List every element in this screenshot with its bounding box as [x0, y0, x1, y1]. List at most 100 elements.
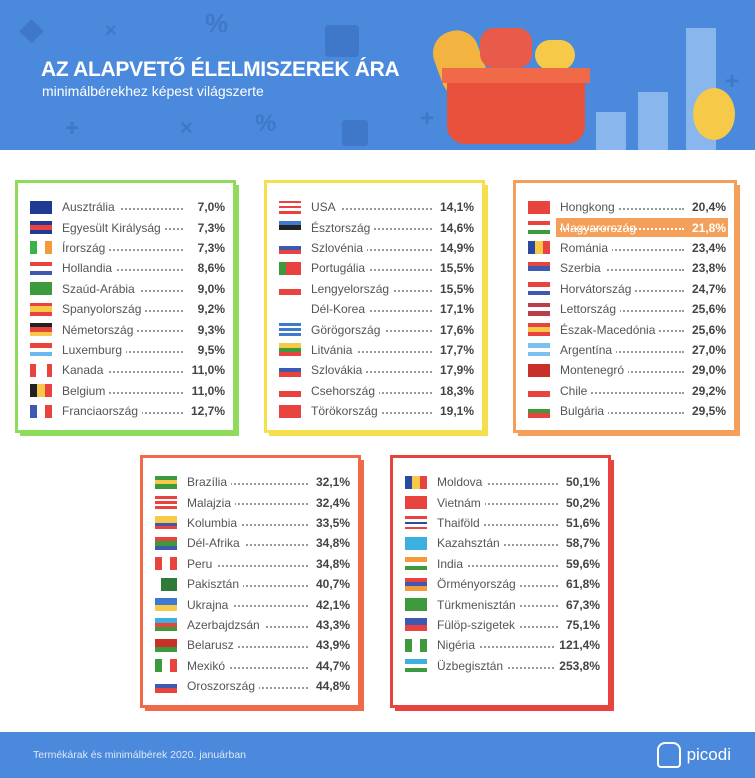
country-name: Brazília — [187, 475, 232, 490]
flag-icon — [279, 200, 301, 214]
dot-leader — [187, 483, 308, 485]
dot-leader — [187, 544, 308, 547]
country-name: Franciaország — [62, 404, 143, 419]
flag-icon — [405, 618, 427, 632]
dot-leader — [311, 248, 432, 251]
footer-note: Termékárak és minimálbérek 2020. januárb… — [33, 749, 247, 761]
flag-icon — [30, 404, 52, 418]
percentage-value: 27,0% — [688, 342, 726, 357]
country-row: Kolumbia 33,5% — [143, 513, 358, 533]
percentage-value: 32,1% — [312, 475, 350, 490]
percentage-value: 61,8% — [562, 577, 600, 592]
country-row: Thaiföld 51,6% — [393, 513, 608, 533]
country-row: Chile 29,2% — [516, 381, 734, 401]
percentage-value: 253,8% — [556, 658, 600, 673]
percentage-value: 75,1% — [562, 617, 600, 632]
country-row: Dél-Afrika 34,8% — [143, 533, 358, 553]
country-name: USA — [311, 200, 340, 215]
percentage-value: 24,7% — [688, 281, 726, 296]
flag-icon — [279, 221, 301, 235]
percentage-value: 42,1% — [312, 597, 350, 612]
country-row: Hongkong 20,4% — [516, 197, 734, 217]
percentage-value: 59,6% — [562, 556, 600, 571]
country-name: Örményország — [437, 577, 520, 592]
country-name: Észtország — [311, 220, 375, 235]
country-row: Üzbegisztán 253,8% — [393, 656, 608, 676]
country-row: USA 14,1% — [267, 197, 482, 217]
percentage-value: 23,8% — [688, 261, 726, 276]
percentage-value: 51,6% — [562, 515, 600, 530]
country-row: Románia 23,4% — [516, 238, 734, 258]
country-name: Azerbajdzsán — [187, 617, 264, 632]
country-row: Franciaország 12,7% — [18, 401, 233, 421]
percentage-value: 58,7% — [562, 536, 600, 551]
country-group-1: Ausztrália 7,0% Egyesült Királyság 7,3% Íror… — [15, 180, 236, 433]
country-name: Mexikó — [187, 658, 230, 673]
flag-icon — [528, 261, 550, 275]
flag-icon — [30, 343, 52, 357]
flag-icon — [30, 384, 52, 398]
dot-leader — [560, 208, 684, 210]
country-name: Bulgária — [560, 404, 609, 419]
country-name: Észak-Macedónia — [560, 322, 660, 337]
percentage-value: 33,5% — [312, 515, 350, 530]
flag-icon — [528, 343, 550, 357]
flag-icon — [30, 282, 52, 296]
country-row: Spanyolország 9,2% — [18, 299, 233, 319]
percentage-value: 44,8% — [312, 679, 350, 694]
country-row: Moldova 50,1% — [393, 472, 608, 492]
percentage-value: 12,7% — [187, 404, 225, 419]
flag-icon — [279, 404, 301, 418]
percentage-value: 7,0% — [194, 200, 225, 215]
dot-leader — [311, 350, 432, 353]
country-name: Malajzia — [187, 495, 236, 510]
flag-icon — [279, 241, 301, 255]
percentage-value: 11,0% — [188, 383, 225, 398]
flag-icon — [155, 659, 177, 673]
country-name: Szlovákia — [311, 363, 367, 378]
dot-leader — [187, 646, 308, 649]
country-row: Litvánia 17,7% — [267, 340, 482, 360]
dot-leader — [560, 248, 684, 251]
flag-icon — [405, 557, 427, 571]
flag-icon — [279, 282, 301, 296]
picodi-logo[interactable]: picodi — [656, 742, 731, 768]
country-name: Görögország — [311, 322, 385, 337]
flag-icon — [155, 475, 177, 489]
dot-leader — [311, 309, 432, 312]
wallet-icon — [325, 25, 359, 57]
country-name: India — [437, 556, 468, 571]
dot-leader — [437, 503, 558, 506]
percent-icon: % — [205, 8, 229, 38]
country-row: Örményország 61,8% — [393, 574, 608, 594]
dot-leader — [437, 564, 558, 567]
country-row: Kanada 11,0% — [18, 360, 233, 380]
country-name: Spanyolország — [62, 302, 146, 317]
tag-icon: ◆ — [20, 13, 44, 46]
flag-icon — [405, 577, 427, 591]
coin-illustration — [693, 88, 735, 140]
flag-icon — [279, 323, 301, 336]
country-row: Vietnám 50,2% — [393, 492, 608, 512]
country-name: Thaiföld — [437, 515, 484, 530]
percentage-value: 9,3% — [194, 322, 225, 337]
country-name: Belgium — [62, 383, 110, 398]
flag-icon — [405, 598, 427, 612]
flag-icon — [528, 200, 550, 214]
percentage-value: 14,6% — [436, 220, 474, 235]
flag-icon — [405, 638, 427, 652]
country-name: Montenegró — [560, 363, 629, 378]
percentage-value: 40,7% — [312, 577, 350, 592]
percentage-value: 34,8% — [312, 556, 350, 571]
percentage-value: 32,4% — [312, 495, 350, 510]
country-name: Szlovénia — [311, 240, 368, 255]
flag-icon — [155, 557, 177, 571]
meat-illustration — [480, 28, 532, 68]
flag-icon — [405, 516, 427, 530]
country-row: Fülöp-szigetek 75,1% — [393, 615, 608, 635]
dot-leader — [560, 391, 684, 394]
country-group-4: Brazília 32,1% Malajzia 32,4% Kolumbia 33,5% D… — [140, 455, 361, 708]
flag-icon — [528, 404, 550, 418]
country-row: Csehország 18,3% — [267, 381, 482, 401]
multiply-icon: × — [105, 20, 117, 42]
